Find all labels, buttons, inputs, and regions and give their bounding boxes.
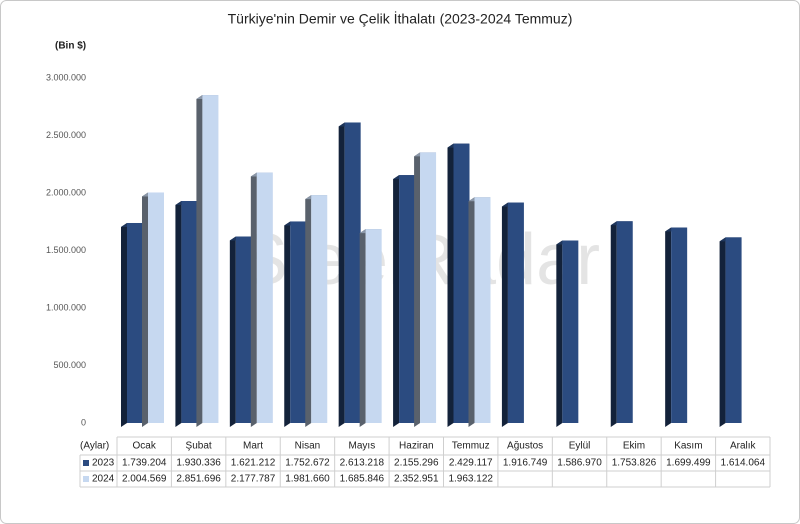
- value-label: 1.739.204: [122, 458, 167, 469]
- x-tick-label: Eylül: [569, 441, 591, 452]
- bar-side: [610, 221, 617, 427]
- table-header: (Aylar): [80, 441, 109, 452]
- x-tick-label: Şubat: [186, 441, 212, 452]
- bar-side: [284, 221, 291, 427]
- bar-side: [305, 195, 312, 427]
- value-label: 2.177.787: [231, 474, 276, 485]
- bar: [256, 172, 273, 423]
- bar-side: [121, 222, 127, 427]
- bar-side: [142, 192, 148, 427]
- value-label: 2.613.218: [340, 458, 385, 469]
- value-label: 1.963.122: [448, 474, 493, 485]
- value-label: 1.614.064: [721, 458, 766, 469]
- bar: [181, 201, 198, 423]
- y-axis-label: (Bin $): [55, 41, 86, 52]
- bar-side: [447, 143, 454, 427]
- bar: [616, 221, 633, 423]
- legend-label: 2024: [92, 474, 115, 485]
- x-tick-label: Mayıs: [349, 441, 376, 452]
- value-label: 1.981.660: [285, 474, 330, 485]
- x-tick-label: Temmuz: [452, 441, 490, 452]
- bar-side: [196, 95, 203, 427]
- value-label: 2.429.117: [449, 458, 493, 469]
- y-tick-label: 500.000: [53, 360, 86, 370]
- y-tick-label: 1.000.000: [46, 302, 86, 312]
- value-label: 1.916.749: [503, 458, 548, 469]
- legend-label: 2023: [92, 458, 115, 469]
- bar-side: [501, 202, 508, 427]
- bar-side: [359, 229, 366, 427]
- x-tick-label: Kasım: [674, 441, 702, 452]
- value-label: 1.753.826: [612, 458, 657, 469]
- legend-swatch: [83, 476, 89, 482]
- x-tick-label: Haziran: [399, 441, 433, 452]
- bar: [507, 202, 524, 423]
- bar: [235, 236, 252, 423]
- x-tick-label: Aralık: [730, 441, 757, 452]
- bar: [365, 229, 382, 423]
- y-tick-label: 0: [81, 417, 86, 427]
- bar-side: [556, 240, 563, 427]
- bar-side: [719, 237, 726, 427]
- bar: [725, 237, 742, 423]
- bar-side: [393, 175, 400, 427]
- bar: [671, 227, 688, 423]
- value-label: 2.352.951: [394, 474, 439, 485]
- bar: [127, 222, 143, 423]
- bar: [399, 175, 416, 423]
- value-label: 1.699.499: [666, 458, 711, 469]
- bar: [202, 95, 219, 423]
- value-label: 1.685.846: [340, 474, 385, 485]
- value-label: 2.155.296: [394, 458, 439, 469]
- bar-side: [665, 227, 672, 427]
- x-tick-label: Ocak: [133, 441, 157, 452]
- y-tick-label: 3.000.000: [46, 72, 86, 82]
- chart-title: Türkiye'nin Demir ve Çelik İthalatı (202…: [228, 10, 573, 27]
- value-label: 2.851.696: [176, 474, 221, 485]
- bar: [148, 192, 164, 423]
- value-label: 1.621.212: [231, 458, 276, 469]
- bar-side: [229, 236, 236, 427]
- x-tick-label: Nisan: [295, 441, 321, 452]
- bar: [344, 122, 361, 424]
- bar-side: [414, 152, 421, 427]
- y-tick-label: 2.000.000: [46, 187, 86, 197]
- value-label: 1.752.672: [285, 458, 330, 469]
- bar: [562, 240, 579, 423]
- bar-side: [250, 172, 257, 427]
- bar: [474, 197, 491, 423]
- bar-side: [468, 197, 475, 427]
- bar: [420, 152, 437, 423]
- bar-side: [175, 201, 182, 427]
- y-tick-label: 1.500.000: [46, 245, 86, 255]
- value-label: 1.586.970: [557, 458, 602, 469]
- y-tick-label: 2.500.000: [46, 130, 86, 140]
- value-label: 2.004.569: [122, 474, 167, 485]
- bar: [311, 195, 328, 423]
- x-tick-label: Ağustos: [507, 441, 543, 452]
- bar: [290, 221, 307, 423]
- bar: [453, 143, 470, 423]
- x-tick-label: Mart: [243, 441, 263, 452]
- value-label: 1.930.336: [176, 458, 221, 469]
- x-tick-label: Ekim: [623, 441, 645, 452]
- bar-side: [338, 122, 345, 428]
- legend-swatch: [83, 460, 89, 466]
